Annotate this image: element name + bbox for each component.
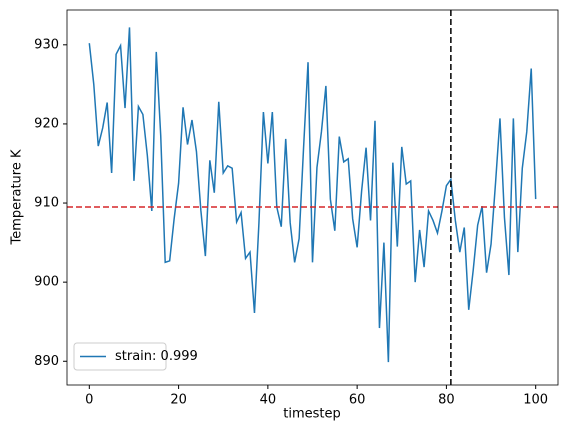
y-tick-label: 900 (34, 275, 59, 290)
x-tick-label: 0 (85, 393, 93, 408)
y-tick-label: 910 (34, 196, 59, 211)
legend-box (73, 342, 167, 371)
plot-frame (66, 9, 559, 386)
data-line (88, 27, 537, 363)
x-tick-label: 60 (349, 393, 366, 408)
x-tick-label: 80 (438, 393, 455, 408)
x-tick-label: 40 (260, 393, 277, 408)
legend-label: strain: 0.999 (115, 349, 198, 364)
y-tick-label: 930 (34, 37, 59, 52)
y-axis-label: Temperature K (10, 149, 25, 245)
y-tick-label: 920 (34, 116, 59, 131)
x-tick-label: 20 (170, 393, 187, 408)
x-axis-label: timestep (283, 407, 341, 422)
x-tick-label: 100 (523, 393, 548, 408)
y-tick-label: 890 (34, 354, 59, 369)
